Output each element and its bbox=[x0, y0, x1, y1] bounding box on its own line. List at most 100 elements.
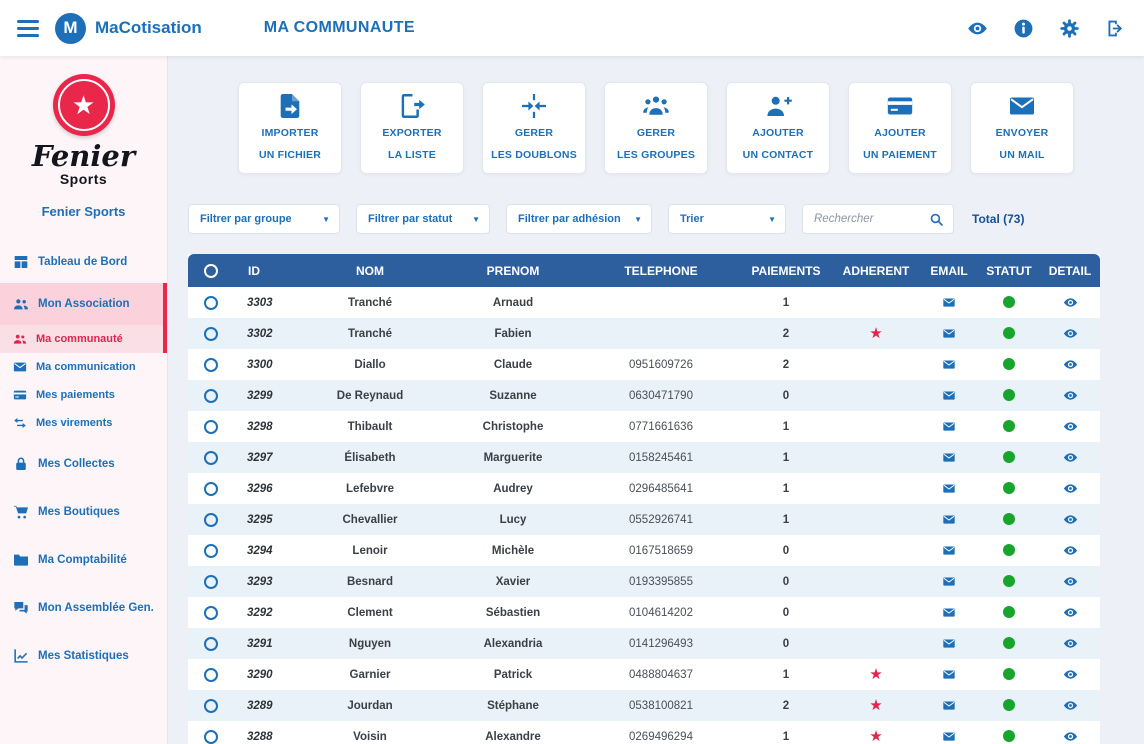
envelope-icon[interactable] bbox=[941, 327, 957, 340]
cell-adherent: ★ bbox=[832, 318, 920, 349]
row-select-radio[interactable] bbox=[204, 667, 218, 682]
cell-statut bbox=[978, 659, 1040, 690]
table-row: 3303 Tranché Arnaud 1 bbox=[188, 287, 1100, 318]
sidebar-item-mes-virements[interactable]: Mes virements bbox=[0, 409, 167, 437]
dropdown-label: Filtrer par groupe bbox=[200, 213, 292, 225]
gear-icon[interactable] bbox=[1059, 18, 1080, 39]
sidebar-item-tableau-de-bord[interactable]: Tableau de Bord bbox=[0, 241, 167, 283]
row-select-radio[interactable] bbox=[204, 543, 218, 558]
brand[interactable]: M MaCotisation bbox=[55, 12, 202, 44]
action-gerer-les-groupes[interactable]: GERER LES GROUPES bbox=[604, 82, 708, 174]
eye-icon[interactable] bbox=[1061, 636, 1080, 651]
cell-paiements: 2 bbox=[740, 318, 832, 349]
eye-icon[interactable] bbox=[1061, 543, 1080, 558]
sidebar-item-mes-boutiques[interactable]: Mes Boutiques bbox=[0, 491, 167, 533]
search-input[interactable] bbox=[812, 212, 923, 226]
eye-icon[interactable] bbox=[967, 18, 988, 39]
eye-icon[interactable] bbox=[1061, 605, 1080, 620]
eye-icon[interactable] bbox=[1061, 481, 1080, 496]
cell-select bbox=[188, 411, 234, 442]
row-select-radio[interactable] bbox=[204, 295, 218, 310]
eye-icon[interactable] bbox=[1061, 388, 1080, 403]
envelope-icon[interactable] bbox=[941, 451, 957, 464]
sidebar-item-mes-paiements[interactable]: Mes paiements bbox=[0, 381, 167, 409]
cell-select bbox=[188, 380, 234, 411]
filter-dropdown-filtrer-par-statut[interactable]: Filtrer par statut ▼ bbox=[356, 204, 490, 234]
cell-nom: Voisin bbox=[353, 730, 387, 743]
eye-icon[interactable] bbox=[1061, 512, 1080, 527]
row-select-radio[interactable] bbox=[204, 481, 218, 496]
envelope-icon[interactable] bbox=[941, 606, 957, 619]
cell-adherent bbox=[832, 442, 920, 473]
action-exporter-la-liste[interactable]: EXPORTER LA LISTE bbox=[360, 82, 464, 174]
envelope-icon[interactable] bbox=[941, 482, 957, 495]
sidebar-item-label: Mes virements bbox=[36, 417, 113, 430]
sidebar-item-ma-comptabilite[interactable]: Ma Comptabilité bbox=[0, 539, 167, 581]
row-select-radio[interactable] bbox=[204, 636, 218, 651]
row-select-radio[interactable] bbox=[204, 388, 218, 403]
envelope-icon[interactable] bbox=[941, 513, 957, 526]
eye-icon[interactable] bbox=[1061, 419, 1080, 434]
table-row: 3295 Chevallier Lucy 0552926741 1 bbox=[188, 504, 1100, 535]
eye-icon[interactable] bbox=[1061, 295, 1080, 310]
action-gerer-les-doublons[interactable]: GERER LES DOUBLONS bbox=[482, 82, 586, 174]
chevron-down-icon: ▼ bbox=[768, 214, 776, 224]
envelope-icon[interactable] bbox=[941, 544, 957, 557]
eye-icon[interactable] bbox=[1061, 729, 1080, 744]
row-select-radio[interactable] bbox=[204, 326, 218, 341]
envelope-icon[interactable] bbox=[941, 420, 957, 433]
row-select-radio[interactable] bbox=[204, 419, 218, 434]
envelope-icon[interactable] bbox=[941, 699, 957, 712]
eye-icon[interactable] bbox=[1061, 667, 1080, 682]
envelope-icon[interactable] bbox=[941, 296, 957, 309]
sidebar-item-ma-communication[interactable]: Ma communication bbox=[0, 353, 167, 381]
row-select-radio[interactable] bbox=[204, 574, 218, 589]
filter-dropdown-trier[interactable]: Trier ▼ bbox=[668, 204, 786, 234]
eye-icon[interactable] bbox=[1061, 698, 1080, 713]
eye-icon[interactable] bbox=[1061, 357, 1080, 372]
info-icon[interactable] bbox=[1013, 18, 1034, 39]
cell-paiements: 1 bbox=[740, 504, 832, 535]
envelope-icon[interactable] bbox=[941, 389, 957, 402]
sidebar-item-label: Tableau de Bord bbox=[38, 256, 128, 269]
cell-adherent bbox=[832, 473, 920, 504]
filter-dropdown-filtrer-par-groupe[interactable]: Filtrer par groupe ▼ bbox=[188, 204, 340, 234]
eye-icon[interactable] bbox=[1061, 574, 1080, 589]
cell-detail bbox=[1040, 566, 1100, 597]
action-envoyer-un-mail[interactable]: ENVOYER UN MAIL bbox=[970, 82, 1074, 174]
search-icon[interactable] bbox=[929, 212, 944, 227]
row-select-radio[interactable] bbox=[204, 729, 218, 744]
envelope-icon[interactable] bbox=[941, 668, 957, 681]
sidebar-item-ma-communaute[interactable]: Ma communauté bbox=[0, 325, 167, 354]
dropdown-label: Filtrer par adhésion bbox=[518, 213, 621, 225]
envelope-icon[interactable] bbox=[941, 358, 957, 371]
envelope-icon[interactable] bbox=[941, 575, 957, 588]
sidebar-item-label: Mes Statistiques bbox=[38, 650, 129, 663]
logout-icon[interactable] bbox=[1105, 18, 1126, 39]
sidebar-item-mes-collectes[interactable]: Mes Collectes bbox=[0, 443, 167, 485]
cell-detail bbox=[1040, 318, 1100, 349]
row-select-radio[interactable] bbox=[204, 357, 218, 372]
row-select-radio[interactable] bbox=[204, 605, 218, 620]
org-logo: ★ Fenier Sports bbox=[0, 56, 167, 187]
select-all-radio[interactable] bbox=[204, 263, 218, 278]
sidebar-item-mes-statistiques[interactable]: Mes Statistiques bbox=[0, 635, 167, 677]
envelope-icon[interactable] bbox=[941, 730, 957, 743]
sidebar-item-mon-assemblee-gen[interactable]: Mon Assemblée Gen. bbox=[0, 587, 167, 629]
cell-statut bbox=[978, 690, 1040, 721]
eye-icon[interactable] bbox=[1061, 450, 1080, 465]
col-header-statut: STATUT bbox=[978, 254, 1040, 287]
eye-icon[interactable] bbox=[1061, 326, 1080, 341]
row-select-radio[interactable] bbox=[204, 450, 218, 465]
filter-dropdown-filtrer-par-adhesion[interactable]: Filtrer par adhésion ▼ bbox=[506, 204, 652, 234]
action-ajouter-un-paiement[interactable]: AJOUTER UN PAIEMENT bbox=[848, 82, 952, 174]
cell-nom: Nguyen bbox=[296, 628, 444, 659]
row-select-radio[interactable] bbox=[204, 512, 218, 527]
envelope-icon[interactable] bbox=[941, 637, 957, 650]
action-ajouter-un-contact[interactable]: AJOUTER UN CONTACT bbox=[726, 82, 830, 174]
sidebar-item-mon-association[interactable]: Mon Association bbox=[0, 283, 167, 326]
hamburger-menu-icon[interactable] bbox=[13, 12, 43, 45]
row-select-radio[interactable] bbox=[204, 698, 218, 713]
cell-id: 3296 bbox=[247, 482, 273, 495]
action-importer-un-fichier[interactable]: IMPORTER UN FICHIER bbox=[238, 82, 342, 174]
